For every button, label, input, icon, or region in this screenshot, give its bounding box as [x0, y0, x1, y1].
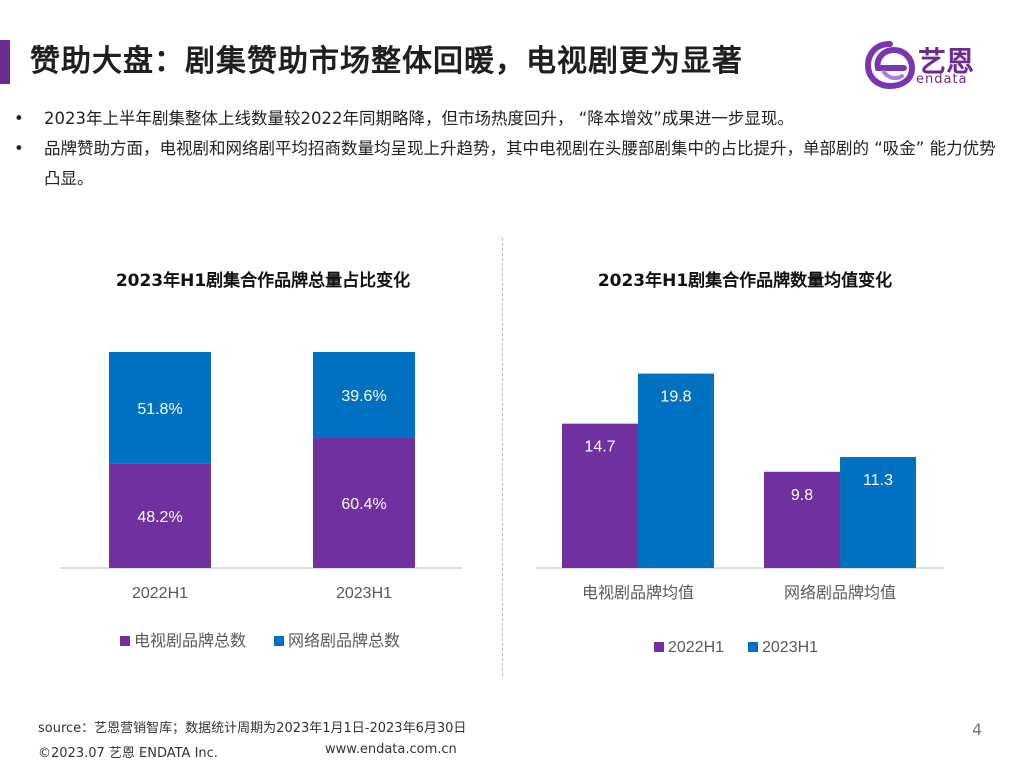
data-label: 51.8%: [137, 401, 182, 418]
x-tick-label: 电视剧品牌均值: [582, 584, 694, 602]
bar-segment: [109, 352, 211, 464]
bullet-item: • 2023年上半年剧集整体上线数量较2022年同期略降，但市场热度回升， “降…: [14, 104, 1004, 134]
bullet-marker: •: [14, 109, 24, 128]
legend-swatch: [748, 642, 758, 652]
bullet-text: 2023年上半年剧集整体上线数量较2022年同期略降，但市场热度回升， “降本增…: [44, 109, 794, 128]
chart-title: 2023年H1剧集合作品牌总量占比变化: [115, 271, 411, 291]
bar-segment: [109, 463, 211, 568]
grouped-bar-chart: 2023年H1剧集合作品牌数量均值变化 14.7 19.8 电视剧品牌均值 9.8 11…: [510, 248, 980, 688]
website-url: www.endata.com.cn: [325, 742, 457, 757]
bullet-text: 品牌赞助方面，电视剧和网络剧平均招商数量均呈现上升趋势，其中电视剧在头腰部剧集中…: [44, 139, 996, 188]
logo-text-cn: 艺恩: [918, 45, 975, 78]
chart-title: 2023年H1剧集合作品牌数量均值变化: [597, 271, 893, 291]
page-number: 4: [972, 720, 983, 739]
page-title: 赞助大盘：剧集赞助市场整体回暖，电视剧更为显著: [30, 44, 743, 79]
legend-label: 电视剧品牌总数: [134, 632, 246, 650]
title-accent-bar: [0, 40, 10, 84]
bullet-list: • 2023年上半年剧集整体上线数量较2022年同期略降，但市场热度回升， “降…: [14, 104, 1004, 194]
bullet-item: • 品牌赞助方面，电视剧和网络剧平均招商数量均呈现上升趋势，其中电视剧在头腰部剧…: [14, 134, 1004, 194]
legend-label: 网络剧品牌总数: [288, 631, 400, 650]
legend-label: 2022H1: [668, 639, 724, 656]
bar: [764, 471, 840, 568]
bar-segment: [313, 352, 415, 438]
data-label: 11.3: [863, 472, 893, 489]
bar-segment: [313, 437, 415, 568]
data-label: 60.4%: [341, 496, 386, 513]
data-label: 14.7: [584, 439, 615, 456]
x-tick-label: 网络剧品牌均值: [784, 583, 896, 602]
bullet-marker: •: [14, 139, 24, 158]
x-tick-label: 2022H1: [132, 585, 188, 602]
bar: [638, 373, 714, 568]
legend-swatch: [120, 636, 130, 646]
data-label: 39.6%: [341, 388, 386, 405]
bar: [840, 457, 916, 568]
legend-swatch: [654, 642, 664, 652]
logo-text-en: endata: [916, 72, 968, 87]
bar: [562, 423, 638, 568]
x-tick-label: 2023H1: [336, 585, 392, 602]
chart-svg: 48.2% 51.8% 2022H1 60.4% 39.6% 2023H1 电视剧品牌总数 网…: [60, 352, 462, 650]
source-note: source：艺恩营销智库；数据统计周期为2023年1月1日-2023年6月30…: [38, 721, 467, 736]
endata-e-logo-icon: [864, 41, 916, 90]
endata-logo: 艺恩 endata: [864, 38, 994, 92]
stacked-bar-chart: 2023年H1剧集合作品牌总量占比变化 48.2% 51.8% 2022H1 60.4…: [28, 248, 498, 688]
data-label: 48.2%: [137, 509, 182, 526]
data-label: 9.8: [791, 487, 813, 504]
chart-divider: [502, 238, 503, 676]
copyright: ©2023.07 艺恩 ENDATA Inc.: [38, 746, 218, 761]
chart-svg: 14.7 19.8 电视剧品牌均值 9.8 11.3 网络剧品牌均值 2022H1 2023H…: [536, 373, 944, 656]
data-label: 19.8: [660, 389, 691, 406]
legend-swatch: [274, 636, 284, 646]
legend-label: 2023H1: [762, 639, 818, 656]
